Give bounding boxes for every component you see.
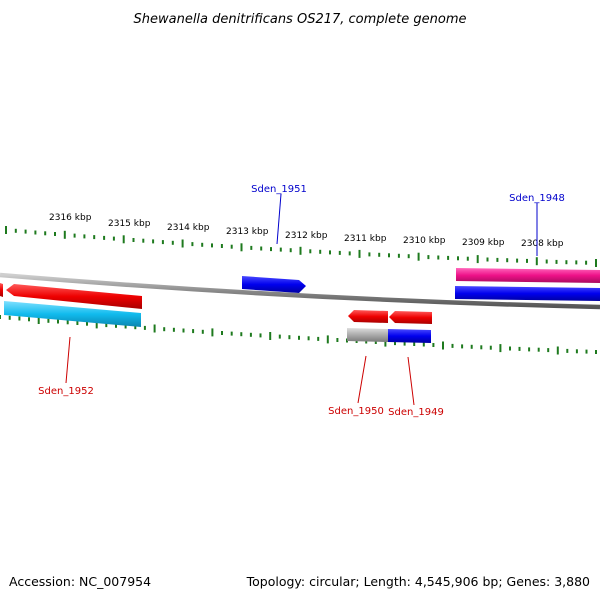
gene-label-sden-1952[interactable]: Sden_1952 [38, 386, 94, 397]
scale-label: 2316 kbp [49, 213, 92, 223]
gene-feature-sden-1948[interactable] [456, 268, 600, 283]
outer-scale-ticks [5, 226, 597, 267]
gene-feature-cyan[interactable] [4, 301, 141, 327]
scale-label: 2311 kbp [344, 234, 387, 244]
gene-label-sden-1950[interactable]: Sden_1950 [328, 406, 384, 417]
scale-label: 2312 kbp [285, 231, 328, 241]
leader-sden-1949 [407, 356, 415, 406]
scale-label: 2310 kbp [403, 236, 446, 246]
gene-arrow-sden-1951[interactable] [242, 276, 306, 293]
leader-sden-1950 [357, 355, 367, 404]
gene-label-sden-1948[interactable]: Sden_1948 [509, 193, 565, 204]
scale-label: 2308 kbp [521, 239, 564, 249]
leader-sden-1952 [65, 336, 71, 384]
gene-feature-blue-right[interactable] [455, 286, 600, 301]
gene-fragment-left[interactable] [0, 283, 3, 297]
genome-summary-text: Topology: circular; Length: 4,545,906 bp… [246, 574, 590, 589]
gene-arrow-sden-1950[interactable] [348, 310, 388, 323]
scale-labels: 2316 kbp 2315 kbp 2314 kbp 2313 kbp 2312… [49, 213, 564, 249]
gene-arrow-sden-1949[interactable] [389, 311, 432, 324]
gene-label-sden-1951[interactable]: Sden_1951 [251, 184, 307, 195]
accession-text: Accession: NC_007954 [9, 574, 151, 589]
genes [0, 268, 600, 343]
scale-label: 2315 kbp [108, 219, 151, 229]
gene-feature-blue[interactable] [388, 329, 431, 343]
scale-label: 2313 kbp [226, 227, 269, 237]
genome-title: Shewanella denitrificans OS217, complete… [134, 12, 467, 27]
scale-label: 2314 kbp [167, 223, 210, 233]
gene-feature-grey[interactable] [347, 328, 388, 342]
genome-backbone [0, 272, 600, 310]
gene-label-sden-1949[interactable]: Sden_1949 [388, 407, 444, 418]
gene-arrow-sden-1952[interactable] [6, 284, 142, 309]
gene-labels: Sden_1951 Sden_1948 Sden_1952 Sden_1950 … [38, 184, 565, 418]
scale-label: 2309 kbp [462, 238, 505, 248]
leader-sden-1951 [276, 193, 282, 245]
label-leaders [65, 193, 538, 406]
